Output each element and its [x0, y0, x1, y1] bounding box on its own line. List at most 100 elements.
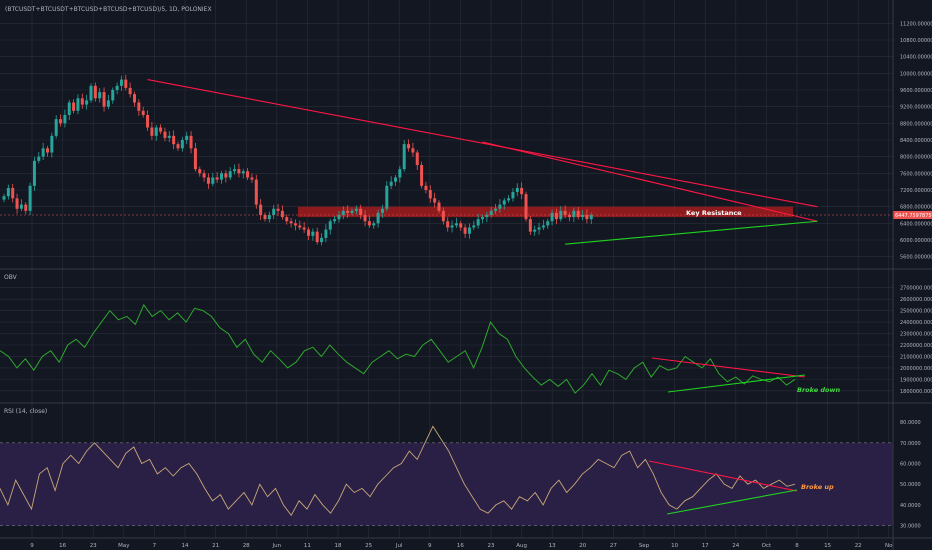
x-tick-label: 11: [304, 543, 311, 549]
candle-body: [228, 171, 232, 178]
price-trendline: [565, 220, 818, 245]
x-tick-label: 22: [855, 543, 862, 549]
candle-body: [72, 102, 76, 111]
obv-tick-label: 2400000.0000: [900, 320, 932, 326]
candle-body: [402, 144, 406, 170]
candle-body: [32, 160, 36, 186]
x-tick-label: Oct: [762, 543, 772, 549]
obv-trendline-red: [651, 357, 806, 378]
x-tick-label: 13: [549, 543, 556, 549]
candle-body: [450, 225, 454, 228]
key-resistance-label: Key Resistance: [686, 209, 742, 217]
candle-body: [528, 219, 532, 232]
candle-body: [124, 79, 128, 88]
candle-body: [106, 100, 110, 107]
candle-body: [263, 215, 267, 220]
candle-body: [202, 173, 206, 178]
candle-body: [585, 215, 589, 220]
candle-body: [206, 177, 210, 184]
candle-body: [154, 127, 158, 136]
x-tick-label: 9: [428, 543, 432, 549]
candle-body: [163, 131, 167, 138]
candle-body: [298, 225, 302, 228]
candle-body: [315, 231, 319, 243]
rsi-tick-label: 50.0000: [900, 482, 921, 488]
candle-body: [363, 215, 367, 222]
candle-body: [337, 215, 341, 220]
candle-body: [411, 148, 415, 153]
candle-body: [498, 204, 502, 209]
candle-body: [472, 225, 476, 228]
x-tick-label: Sep: [639, 543, 650, 549]
candle-body: [494, 208, 498, 211]
candle-body: [459, 223, 463, 228]
candle-body: [241, 171, 245, 174]
candle-body: [441, 210, 445, 222]
price-tick-label: 7200.00000000: [900, 188, 932, 194]
candle-body: [563, 210, 567, 215]
candle-body: [581, 215, 585, 218]
candle-body: [415, 152, 419, 165]
candle-body: [476, 219, 480, 226]
candle-body: [137, 102, 141, 111]
price-tick-label: 11200.00000000: [900, 21, 932, 27]
x-tick-label: Jun: [272, 543, 282, 549]
price-tick-label: 8800.00000000: [900, 121, 932, 127]
candle-body: [220, 173, 223, 180]
price-tick-label: 6400.00000000: [900, 221, 932, 227]
candle-body: [428, 190, 432, 199]
candle-body: [272, 208, 276, 215]
candle-body: [293, 223, 297, 226]
obv-tick-label: 2700000.0000: [900, 286, 932, 292]
obv-tick-label: 2300000.0000: [900, 332, 932, 338]
candle-body: [515, 187, 519, 193]
x-tick-label: Jul: [395, 543, 403, 549]
candle-body: [128, 87, 132, 95]
candle-body: [46, 148, 49, 153]
rsi-panel[interactable]: [0, 425, 893, 526]
price-panel[interactable]: 6447.75978754: [0, 74, 932, 246]
candle-body: [433, 198, 437, 203]
price-tick-label: 7600.00000000: [900, 171, 932, 177]
rsi-annotation: Broke up: [801, 483, 834, 491]
candle-body: [233, 169, 237, 172]
price-trendline: [147, 79, 818, 208]
candle-body: [63, 115, 67, 124]
candle-body: [311, 231, 315, 236]
rsi-title: RSI (14, close): [4, 408, 47, 415]
candle-body: [572, 210, 576, 218]
candle-body: [485, 215, 489, 218]
candle-body: [502, 200, 506, 205]
x-tick-label: 17: [702, 543, 709, 549]
candle-body: [254, 179, 258, 205]
candle-body: [341, 210, 345, 215]
candle-body: [285, 217, 289, 222]
x-tick-label: 23: [90, 543, 97, 549]
current-price-tag: [893, 211, 932, 219]
candle-body: [307, 229, 310, 236]
candle-body: [537, 227, 541, 230]
obv-tick-label: 2100000.0000: [900, 354, 932, 360]
obv-panel[interactable]: [0, 303, 806, 394]
symbol-header: (BTCUSDT+BTCUSDT+BTCUSD+BTCUSD+BTCUSD)/5…: [5, 6, 212, 13]
candle-body: [37, 156, 41, 161]
x-tick-label: 23: [488, 543, 495, 549]
x-tick-label: 18: [335, 543, 342, 549]
candle-body: [198, 169, 202, 174]
rsi-trendline-red: [648, 460, 798, 492]
candle-body: [568, 215, 571, 218]
candle-body: [328, 221, 332, 230]
candle-body: [346, 210, 350, 213]
candle-body: [407, 144, 411, 149]
x-tick-label: May: [118, 543, 130, 549]
candle-body: [489, 210, 493, 215]
candle-body: [320, 237, 324, 243]
price-tick-label: 8400.00000000: [900, 138, 932, 144]
candle-body: [541, 225, 545, 228]
candle-body: [189, 135, 193, 149]
candle-body: [11, 187, 15, 199]
price-tick-label: 9200.00000000: [900, 105, 932, 111]
candle-body: [180, 140, 184, 149]
candle-body: [380, 208, 384, 213]
candle-body: [211, 177, 215, 184]
